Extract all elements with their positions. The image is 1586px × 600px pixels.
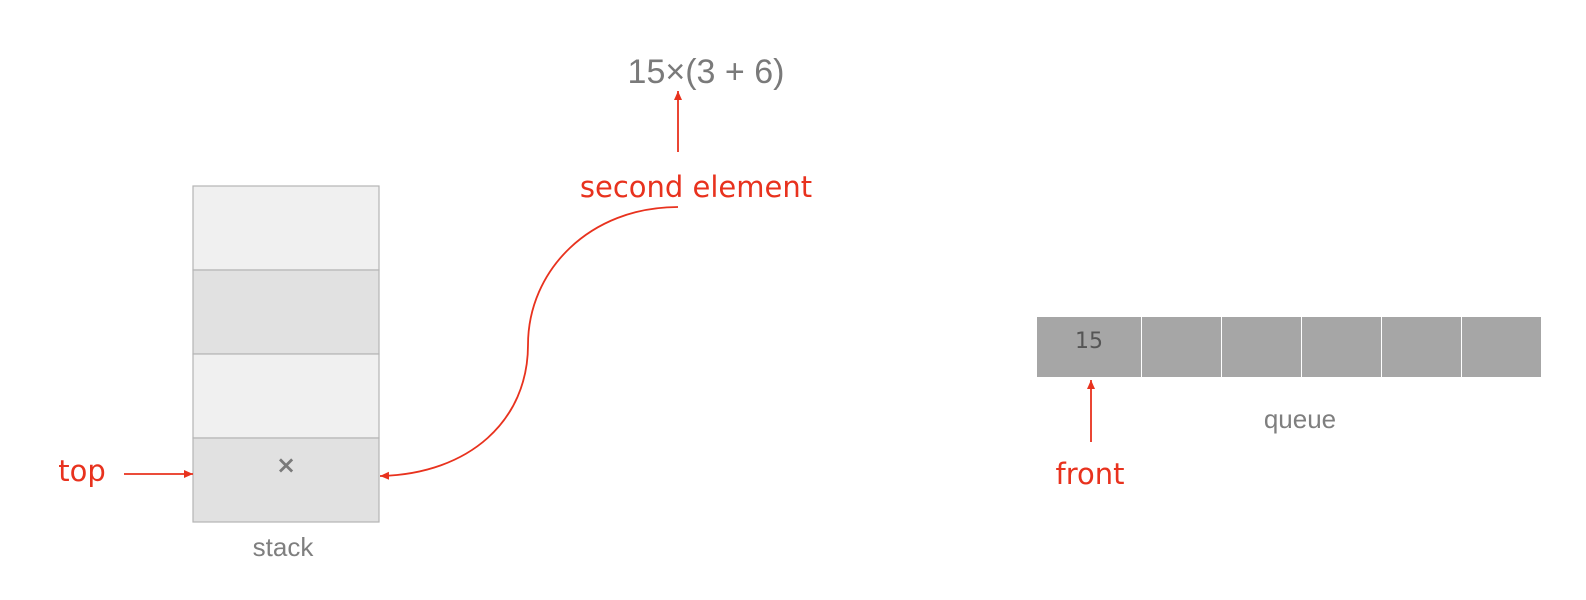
queue-cell: [1462, 317, 1541, 377]
stack-cell: [192, 185, 380, 271]
second-element-label: second element: [580, 170, 812, 204]
stack-top-value: ×: [276, 451, 296, 479]
stack-cell: [192, 437, 380, 523]
stack-cell: [192, 353, 380, 439]
expression-text: 15×(3 + 6): [628, 53, 785, 91]
queue-cell: [1142, 317, 1221, 377]
second-element-curve-arrow: [379, 206, 679, 480]
queue-cell: [1222, 317, 1301, 377]
stack: ×: [192, 185, 380, 523]
top-label: top: [58, 454, 106, 488]
queue-cell: [1037, 317, 1141, 377]
stack-cell: [192, 269, 380, 355]
front-label: front: [1056, 457, 1125, 491]
queue-cell: [1382, 317, 1461, 377]
queue: 15: [1037, 317, 1541, 377]
queue-label: queue: [1264, 404, 1336, 434]
queue-front-value: 15: [1075, 329, 1103, 354]
queue-cell: [1302, 317, 1381, 377]
stack-label: stack: [253, 532, 315, 562]
